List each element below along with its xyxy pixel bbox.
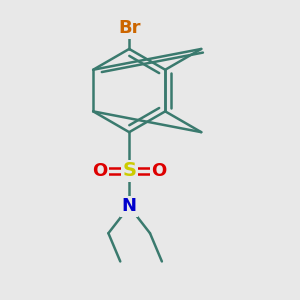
Text: Br: Br (118, 19, 140, 37)
Text: N: N (122, 197, 137, 215)
Text: O: O (151, 162, 166, 180)
Text: O: O (92, 162, 107, 180)
Text: S: S (122, 161, 136, 180)
